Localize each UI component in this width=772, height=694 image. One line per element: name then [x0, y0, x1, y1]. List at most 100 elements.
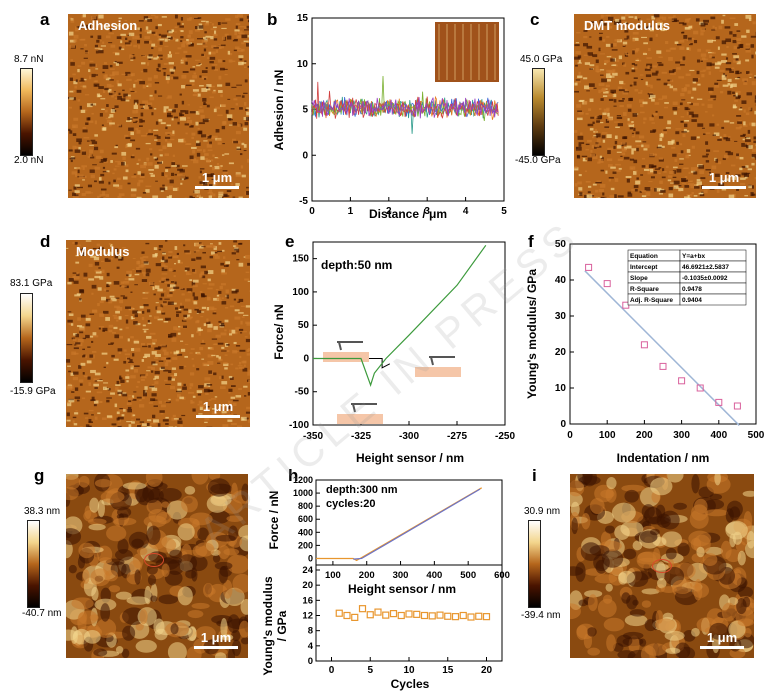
b-ytick-label: -5: [299, 196, 308, 207]
data-point: [467, 613, 475, 621]
panel-label-h: h: [288, 466, 299, 485]
f-ytick-label: 50: [555, 239, 567, 250]
force-curve-2: [353, 488, 481, 560]
colorbar-c-max: 45.0 GPa: [520, 54, 563, 65]
chart-f-ylabel: Young's modulus/ GPa: [525, 269, 539, 399]
h-bot-ytick-label: 0: [308, 656, 313, 667]
data-point: [358, 605, 367, 613]
data-point: [428, 612, 436, 620]
afm-image-modulus: Modulus 1 μm: [66, 240, 250, 427]
e-xtick-label: -275: [447, 431, 467, 442]
data-point: [405, 610, 413, 618]
f-xtick-label: 300: [673, 430, 690, 441]
colorbar-d: [20, 293, 33, 383]
f-xtick-label: 0: [567, 430, 573, 441]
fit-table: Equation Y=a+bx Intercept 46.6921±2.5837 Slo…: [627, 249, 747, 306]
force-curve-1: [316, 487, 483, 562]
h-top-ytick-label: 400: [298, 527, 313, 537]
chart-h-annotation-depth: depth:300 nm: [326, 484, 398, 496]
h-bot-xtick-label: 20: [481, 665, 493, 676]
e-ytick-label: 0: [303, 353, 309, 364]
panel-label-f: f: [528, 232, 534, 251]
data-point: [374, 608, 382, 616]
colorbar-c: [532, 68, 545, 156]
image-title: DMT modulus: [584, 18, 670, 33]
data-point: [733, 402, 741, 410]
chart-h-annotation-cycles: cycles:20: [326, 498, 376, 510]
f-ytick-label: 10: [555, 383, 567, 394]
data-point: [351, 613, 359, 621]
scale-bar: 1 μm: [195, 170, 239, 189]
fit-table-key: Adj. R-Square: [630, 297, 673, 304]
fit-table-value: 46.6921±2.5837: [682, 264, 729, 271]
e-xtick-label: -300: [399, 431, 419, 442]
f-xtick-label: 400: [710, 430, 727, 441]
chart-e-annotation: depth:50 nm: [321, 258, 392, 272]
fit-table-key: Slope: [630, 275, 648, 282]
colorbar-d-max: 83.1 GPa: [10, 278, 53, 289]
sample-slab: [415, 367, 461, 377]
chart-b-xlabel: Distance / μm: [369, 207, 447, 221]
chart-h-top-ylabel: Force / nN: [267, 491, 281, 550]
b-xtick-label: 3: [424, 206, 430, 217]
b-xtick-label: 1: [348, 206, 354, 217]
panel-label-d: d: [40, 232, 51, 251]
panel-label-e: e: [285, 232, 295, 251]
f-ytick-label: 40: [555, 275, 567, 286]
afm-tip: [429, 356, 455, 366]
afm-height-image-before: 1 μm: [66, 474, 248, 658]
data-point: [389, 610, 398, 618]
h-top-ytick-label: 200: [298, 540, 313, 550]
panel-label-g: g: [34, 466, 45, 485]
e-ytick-label: 150: [292, 254, 309, 265]
f-ytick-label: 30: [555, 311, 567, 322]
data-point: [678, 377, 686, 385]
e-ytick-label: 50: [298, 320, 310, 331]
scale-bar: 1 μm: [700, 630, 744, 649]
h-bot-ytick-label: 20: [302, 580, 313, 591]
data-point: [413, 610, 421, 618]
h-bot-ytick-label: 12: [302, 611, 313, 622]
fit-table-value: 0.9404: [682, 297, 702, 304]
data-point: [459, 611, 467, 620]
afm-height-image-after: 1 μm: [570, 474, 754, 658]
chart-e-xlabel: Height sensor / nm: [356, 451, 464, 465]
colorbar-i: [528, 520, 541, 608]
chart-b-ylabel: Adhesion / nN: [272, 70, 286, 151]
h-top-xtick-label: 100: [325, 570, 341, 581]
colorbar-i-max: 30.9 nm: [524, 506, 561, 517]
panel-label-c: c: [530, 10, 540, 29]
data-point: [640, 341, 648, 349]
h-top-xtick-label: 400: [426, 570, 442, 581]
h-top-xtick-label: 600: [494, 570, 510, 581]
panel-label-i: i: [532, 466, 537, 485]
b-xtick-label: 4: [463, 206, 469, 217]
h-top-ytick-label: 0: [308, 553, 313, 563]
colorbar-g-min: -40.7 nm: [22, 608, 62, 619]
data-point: [696, 384, 704, 392]
afm-tip: [351, 403, 377, 413]
e-xtick-label: -250: [495, 431, 515, 442]
afm-tip: [337, 341, 363, 351]
data-point: [482, 613, 491, 621]
data-point: [366, 611, 374, 619]
chart-e: -350 -325 -300 -275 -250 150 100 50 0 -50 -100 dep…: [272, 241, 515, 465]
chart-f-xlabel: Indentation / nm: [617, 451, 710, 465]
h-bot-ytick-label: 8: [308, 626, 313, 637]
h-bot-xtick-label: 0: [329, 665, 335, 676]
afm-image-adhesion: Adhesion 1 μm: [68, 14, 249, 198]
data-point: [603, 280, 611, 288]
h-bot-ytick-label: 16: [302, 595, 313, 606]
chart-h: 100 200 300 400 500 6001200100080060040020000…: [262, 475, 510, 691]
e-xtick-label: -325: [351, 431, 371, 442]
colorbar-a-min: 2.0 nN: [14, 155, 44, 166]
colorbar-d-min: -15.9 GPa: [10, 386, 56, 397]
afm-image-dmt-modulus: DMT modulus 1 μm: [574, 14, 756, 198]
colorbar-c-min: -45.0 GPa: [515, 155, 561, 166]
data-point: [585, 263, 593, 271]
data-point: [444, 612, 452, 620]
e-ytick-label: -100: [289, 420, 309, 431]
scale-bar: 1 μm: [702, 170, 746, 189]
